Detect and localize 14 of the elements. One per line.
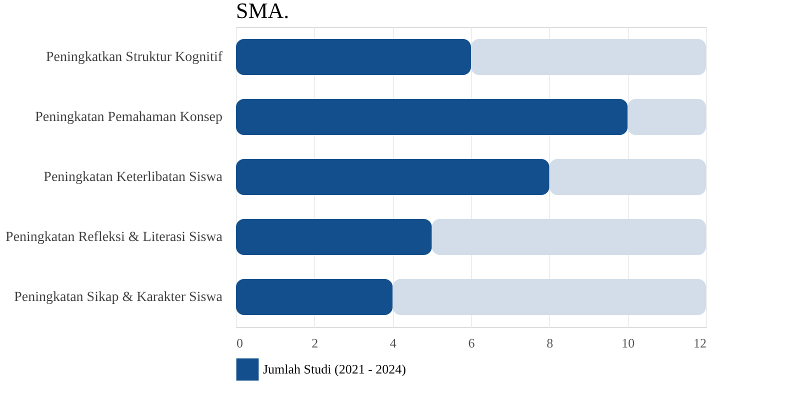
y-tick-label: Peningkatan Pemahaman Konsep — [35, 110, 222, 125]
y-tick-label: Peningkatan Refleksi & Literasi Siswa — [6, 230, 224, 245]
x-tick-label: 8 — [546, 336, 554, 350]
y-tick-label: Peningkatkan Struktur Kognitif — [46, 50, 223, 65]
x-tick-label: 0 — [236, 336, 243, 350]
y-tick-label: Peningkatan Sikap & Karakter Siswa — [14, 290, 224, 305]
chart-title: SMA. — [236, 0, 290, 23]
y-tick-label: Peningkatan Keterlibatan Siswa — [44, 170, 224, 185]
x-tick-label: 2 — [312, 336, 318, 350]
x-tick-label: 12 — [694, 336, 706, 350]
x-tick-label: 10 — [622, 336, 635, 350]
legend-label: Jumlah Studi (2021 - 2024) — [263, 362, 406, 376]
x-tick-label: 6 — [468, 336, 476, 350]
x-tick-label: 4 — [390, 336, 397, 350]
